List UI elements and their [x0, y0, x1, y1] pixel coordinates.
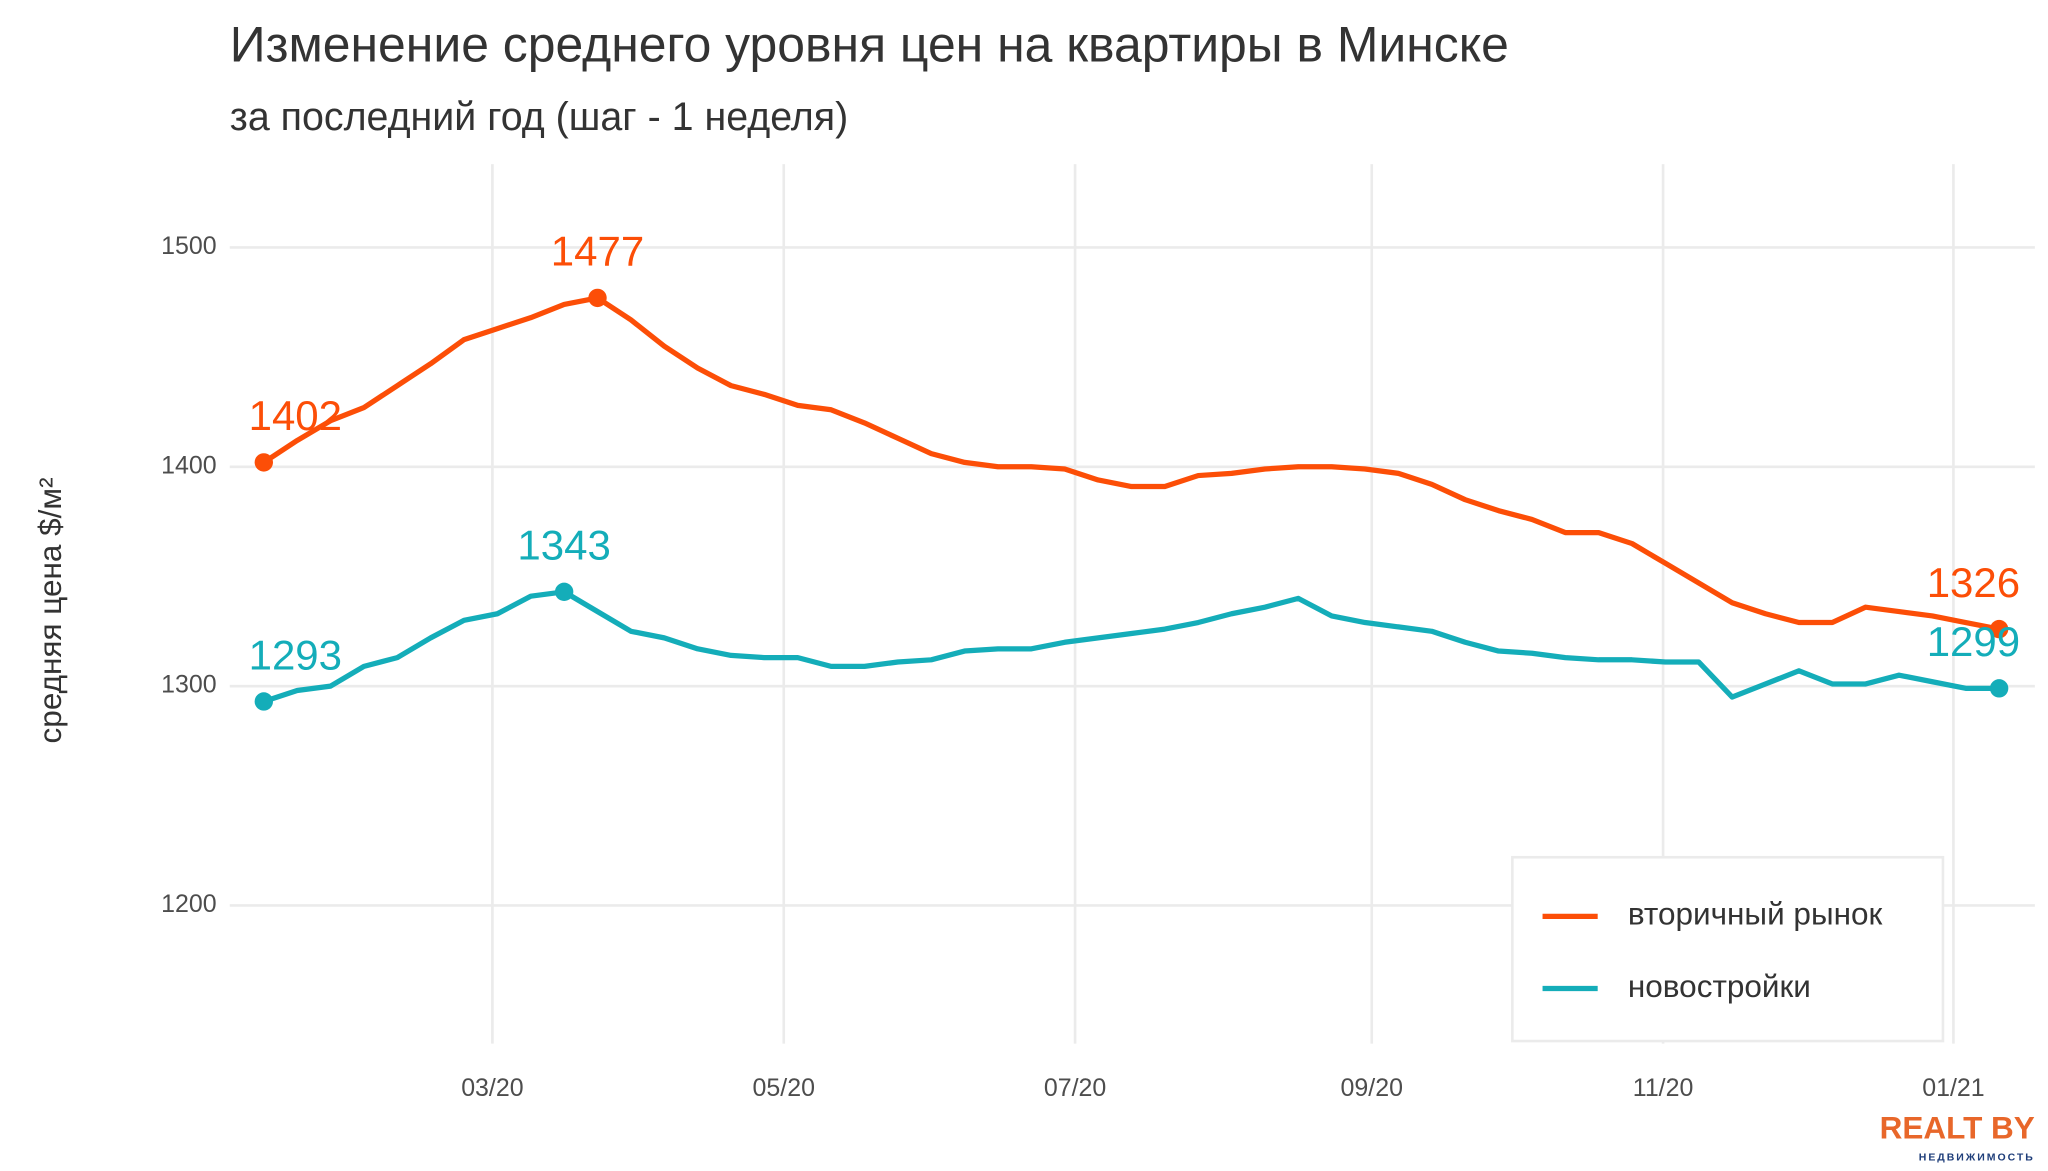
point [1989, 619, 2009, 639]
y-axis-label: средняя цена $/м² [32, 477, 68, 743]
point [554, 582, 574, 602]
data-label: 1299 [1927, 618, 2020, 665]
x-tick-label: 11/20 [1633, 1074, 1694, 1102]
point [1989, 679, 2009, 698]
legend-box [1511, 855, 1945, 1043]
point [254, 453, 273, 472]
data-label: 1326 [1927, 559, 2020, 606]
legend-label: вторичный рынок [1628, 896, 1883, 932]
x-tick-label: 07/20 [1044, 1074, 1106, 1102]
data-label: 1343 [517, 522, 610, 569]
chart-subtitle: за последний год (шаг - 1 неделя) [230, 95, 848, 139]
lines: 1402 1477 1326 1293 1343 1299 [249, 228, 2020, 711]
y-tick-label: 1500 [161, 232, 216, 260]
chart-title: Изменение среднего уровня цен на квартир… [230, 17, 1509, 73]
legend-label: новостройки [1628, 968, 1811, 1004]
logo-tagline: НЕДВИЖИМОСТЬ [1919, 1152, 2035, 1164]
y-tick-label: 1200 [161, 890, 216, 918]
data-label: 1402 [249, 392, 342, 439]
data-label: 1293 [249, 631, 342, 678]
legend: вторичный рынок новостройки [1542, 896, 1883, 1004]
point [588, 288, 607, 308]
x-tick-label: 03/20 [461, 1074, 523, 1102]
grid: 1200 1300 1400 1500 03/20 05/20 07/20 09/20 11/2… [161, 164, 2035, 1102]
point [254, 692, 273, 711]
x-tick-label: 01/21 [1922, 1074, 1984, 1102]
series-line [262, 295, 2000, 632]
y-tick-label: 1300 [161, 671, 216, 699]
x-tick-label: 05/20 [753, 1074, 815, 1102]
data-label: 1477 [551, 228, 644, 275]
series-line [262, 589, 2000, 704]
x-tick-label: 09/20 [1341, 1074, 1403, 1102]
logo-name: REALT BY [1880, 1110, 2035, 1146]
y-tick-label: 1400 [161, 451, 216, 479]
